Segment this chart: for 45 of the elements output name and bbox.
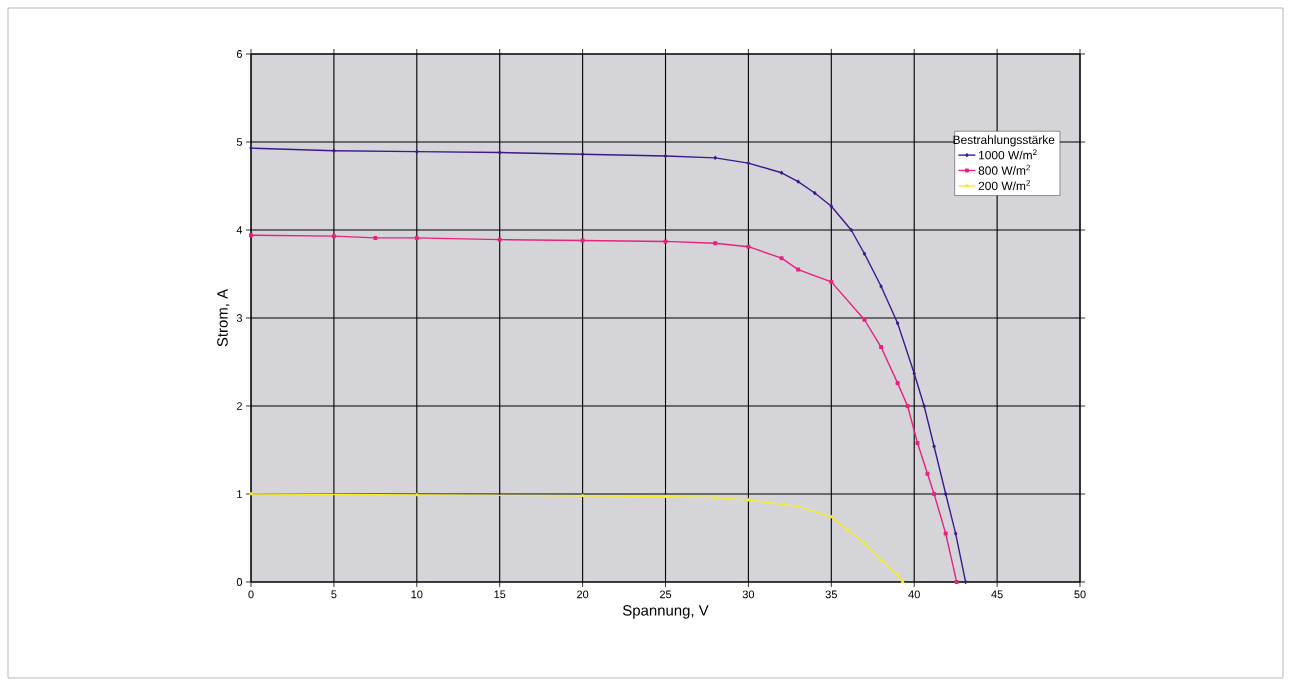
point [746, 244, 751, 249]
y-tick-label: 6 [236, 50, 243, 58]
point [663, 239, 668, 244]
x-tick-label: 5 [331, 590, 337, 599]
point [249, 233, 254, 238]
point [331, 234, 336, 239]
point [862, 317, 867, 322]
y-tick-label: 1 [237, 490, 242, 498]
point [779, 256, 784, 261]
y-tick-label: 2 [236, 402, 242, 410]
y-tick-label: 4 [236, 226, 243, 234]
y-tick-label: 0 [236, 578, 243, 586]
legend-label: 1000 W/m$^{2}$ [979, 149, 1037, 160]
x-tick-label: 35 [825, 590, 837, 599]
point [713, 241, 718, 246]
point [580, 238, 585, 243]
y-tick-label: 3 [236, 314, 243, 322]
point [373, 235, 378, 240]
point [829, 279, 834, 284]
point [932, 491, 937, 496]
legend-title: Bestrahlungsstärke [953, 135, 1055, 147]
x-tick-label: 15 [494, 590, 506, 599]
x-tick-label: 45 [991, 590, 1003, 599]
x-tick-label: 25 [659, 590, 672, 599]
legend-label: 200 W/m$^{2}$ [978, 180, 1030, 191]
point [414, 235, 419, 240]
x-tick-label: 30 [742, 590, 755, 599]
point [796, 267, 801, 272]
x-tick-label: 40 [908, 590, 920, 599]
point [915, 440, 920, 445]
point [925, 471, 930, 476]
x-tick-label: 0 [248, 590, 254, 599]
point [954, 579, 959, 584]
point [905, 403, 910, 408]
point [879, 345, 884, 350]
point [895, 381, 900, 386]
y-tick-label: 5 [236, 138, 243, 146]
legend-label: 800 W/m$^{2}$ [978, 164, 1030, 175]
point [497, 237, 502, 242]
y-axis-title: Strom, A [217, 288, 230, 347]
x-tick-label: 10 [411, 590, 423, 599]
x-tick-label: 50 [1074, 590, 1086, 599]
x-tick-label: 20 [577, 590, 589, 599]
point [943, 531, 948, 536]
x-axis-title: Spannung, V [622, 605, 709, 619]
